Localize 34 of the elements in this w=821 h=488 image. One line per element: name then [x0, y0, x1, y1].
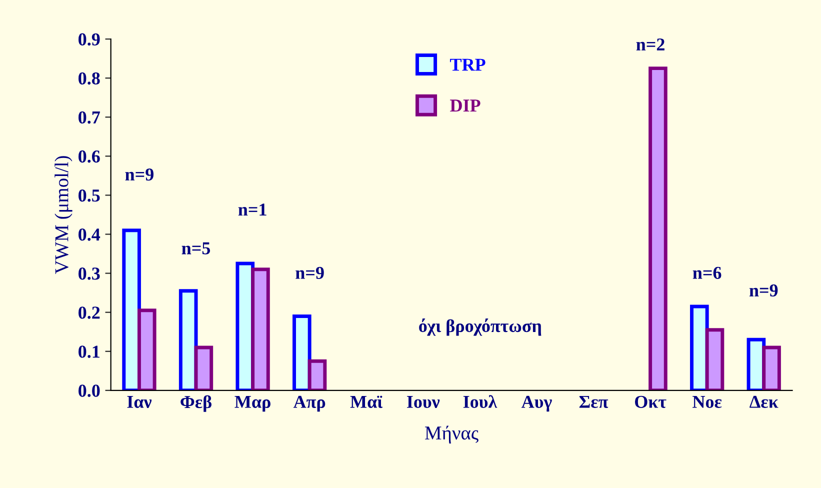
annotation: n=9: [296, 266, 324, 279]
annotation: n=5: [182, 242, 210, 254]
x-tick-label: Ιουν: [407, 396, 440, 408]
x-tick-label: Δεκ: [750, 396, 778, 408]
y-axis-title: VWM (μmol/l): [54, 156, 72, 274]
y-tick-label: 0.0: [78, 384, 100, 397]
y-tick-label: 0.6: [78, 150, 100, 163]
y-tick-label: 0.8: [78, 72, 100, 85]
x-tick-label: Ιουλ: [463, 395, 498, 408]
x-tick-label: Ιαν: [127, 396, 152, 408]
annotation: n=6: [692, 266, 722, 279]
x-tick-label: Μαϊ: [350, 396, 383, 408]
annotation: n=9: [749, 284, 778, 297]
x-tick-label: Νοε: [692, 396, 722, 408]
annotation: n=9: [125, 168, 154, 181]
annotation: όχι βροχόπτωση: [419, 318, 542, 336]
annotation: n=1: [238, 204, 266, 216]
y-tick-label: 0.1: [78, 346, 100, 358]
x-tick-label: Οκτ: [634, 396, 666, 408]
x-axis-title: Μήνας: [425, 426, 478, 444]
y-tick-label: 0.2: [78, 306, 100, 319]
annotation: n=2: [636, 38, 664, 50]
x-tick-label: Απρ: [293, 396, 326, 412]
x-tick-label: Αυγ: [521, 396, 552, 412]
x-tick-label: Σεπ: [579, 396, 608, 408]
x-tick-label: Φεβ: [180, 395, 212, 412]
y-tick-label: 0.7: [78, 111, 100, 124]
y-tick-label: 0.9: [78, 33, 100, 46]
legend-label: TRP: [450, 58, 486, 71]
legend-label: DIP: [450, 100, 480, 112]
y-tick-label: 0.5: [78, 189, 100, 202]
y-tick-label: 0.4: [78, 228, 100, 241]
y-tick-label: 0.3: [78, 268, 100, 280]
x-tick-label: Μαρ: [234, 396, 270, 412]
